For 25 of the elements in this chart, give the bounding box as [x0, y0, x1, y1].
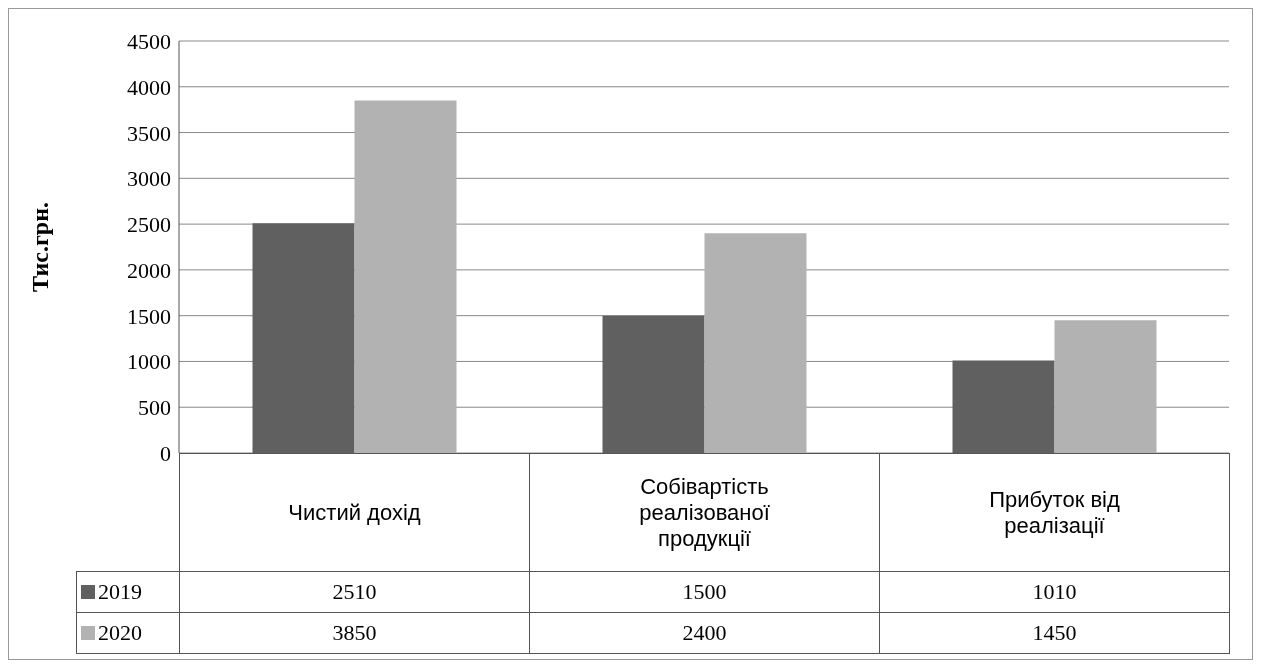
y-tick-label: 4000: [127, 74, 171, 100]
y-tick-label: 2500: [127, 212, 171, 238]
y-tick-label: 2000: [127, 257, 171, 283]
bar: [704, 233, 807, 453]
data-label: 3850: [179, 612, 530, 654]
bar: [354, 100, 457, 453]
data-label: 2400: [529, 612, 880, 654]
x-tick-label: Чистий дохід: [179, 453, 530, 572]
legend-label: 2019: [76, 571, 180, 613]
y-tick-label: 3500: [127, 120, 171, 146]
y-tick-label: 4500: [127, 29, 171, 54]
x-tick-label: Собівартість реалізованої продукції: [529, 453, 880, 572]
y-axis-title: Тис.грн.: [26, 202, 53, 292]
x-tick-label: Прибуток від реалізації: [879, 453, 1230, 572]
data-label: 1010: [879, 571, 1230, 613]
data-label: 1450: [879, 612, 1230, 654]
data-label: 2510: [179, 571, 530, 613]
y-tick-label: 1500: [127, 303, 171, 329]
bar: [1054, 320, 1157, 453]
y-tick-label: 3000: [127, 166, 171, 192]
data-label: 1500: [529, 571, 880, 613]
legend-label: 2020: [76, 612, 180, 654]
y-tick-label: 0: [160, 441, 171, 466]
y-tick-label: 500: [138, 395, 171, 421]
y-tick-label: 1000: [127, 349, 171, 375]
